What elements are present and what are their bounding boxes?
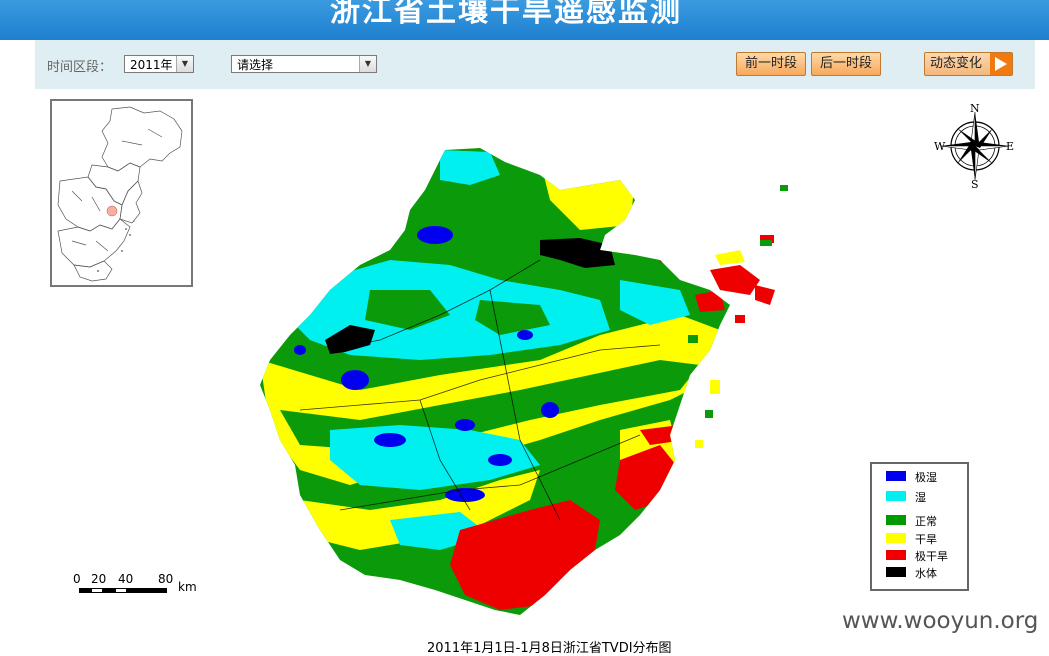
locator-map (50, 99, 193, 287)
prev-period-button[interactable]: 前一时段 (736, 52, 806, 76)
header-banner: 浙江省土壤干旱遥感监测 (0, 0, 1049, 40)
chevron-down-icon[interactable]: ▼ (176, 56, 193, 72)
legend-swatch-normal (886, 515, 906, 525)
scale-tick: 40 (118, 572, 133, 586)
year-select-value: 2011年 (130, 56, 173, 74)
compass-west: W (934, 140, 946, 153)
period-select-value: 请选择 (237, 56, 273, 74)
map-caption: 2011年1月1日-1月8日浙江省TVDI分布图 (427, 637, 672, 656)
chevron-down-icon[interactable]: ▼ (359, 56, 376, 72)
compass-rose: N S E W (930, 102, 1020, 188)
legend-label: 极干旱 (915, 548, 948, 564)
legend-swatch-wet (886, 491, 906, 501)
legend-label: 正常 (915, 513, 937, 529)
legend-swatch-water (886, 567, 906, 577)
compass-north: N (970, 102, 980, 115)
animate-button[interactable]: 动态变化 (924, 52, 1013, 76)
animate-button-label: 动态变化 (930, 56, 982, 71)
scale-bar: 0 20 40 80 km (70, 572, 200, 600)
period-select[interactable]: 请选择 ▼ (231, 55, 377, 73)
legend-swatch-very-wet (886, 471, 906, 481)
tvdi-map (240, 140, 840, 625)
next-period-button[interactable]: 后一时段 (811, 52, 881, 76)
legend-label: 水体 (915, 565, 937, 581)
watermark: www.wooyun.org (842, 608, 1038, 634)
toolbar: 时间区段： 2011年 ▼ 请选择 ▼ 前一时段 后一时段 动态变化 (35, 40, 1035, 89)
play-icon (990, 53, 1012, 75)
legend-label: 湿 (915, 489, 926, 505)
scale-unit: km (178, 580, 197, 594)
china-east-outline (52, 101, 191, 285)
year-select[interactable]: 2011年 ▼ (124, 55, 194, 73)
legend-swatch-drought (886, 533, 906, 543)
time-range-label: 时间区段： (47, 56, 112, 75)
map-legend: 极湿 湿 正常 干旱 极干旱 水体 (870, 462, 969, 591)
legend-label: 极湿 (915, 469, 937, 485)
zhejiang-highlight (107, 206, 117, 216)
scale-tick: 20 (91, 572, 106, 586)
legend-label: 干旱 (915, 531, 937, 547)
legend-swatch-extreme-drought (886, 550, 906, 560)
scale-tick: 0 (73, 572, 81, 586)
scale-tick: 80 (158, 572, 173, 586)
compass-east: E (1006, 140, 1014, 153)
page-title: 浙江省土壤干旱遥感监测 (330, 0, 682, 30)
compass-south: S (971, 178, 979, 188)
